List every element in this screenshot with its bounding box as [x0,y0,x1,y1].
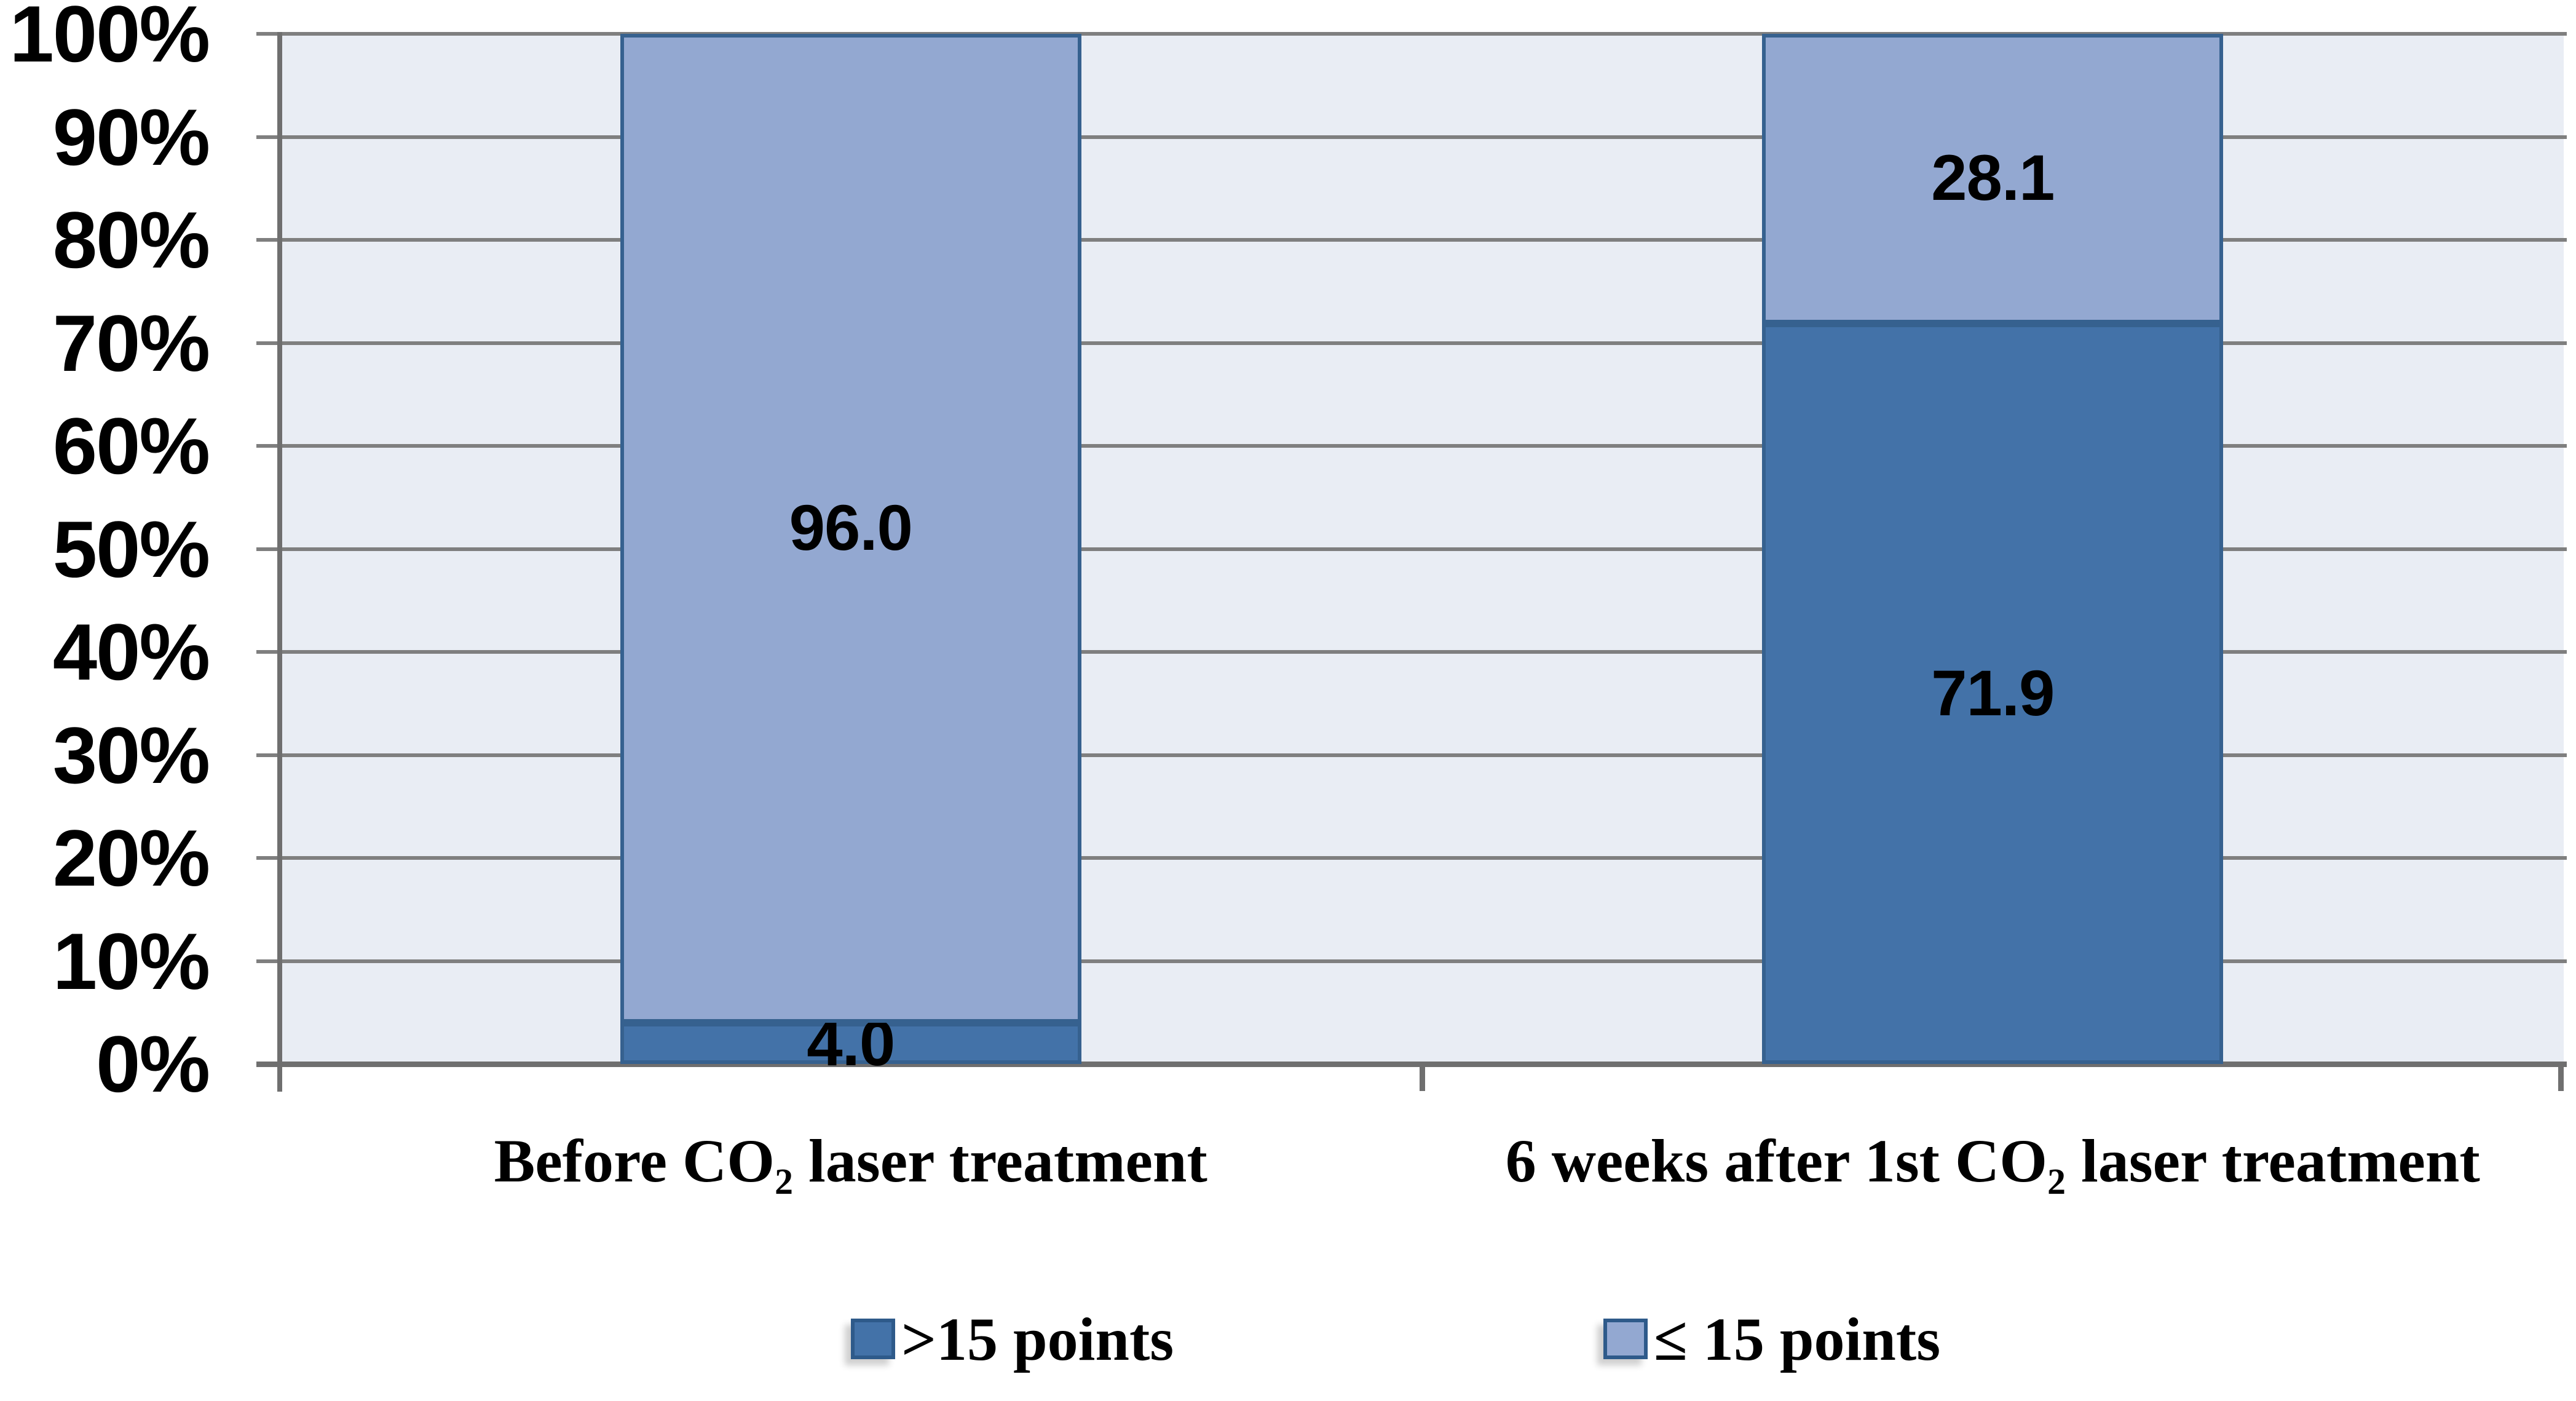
gridline-100% [256,32,2567,36]
gridline-80% [256,238,2567,242]
gridline-10% [256,959,2567,963]
y-tick-label-50%: 50% [52,504,210,594]
y-tick-label-30%: 30% [52,710,210,800]
legend-label-gt15: >15 points [901,1304,1174,1373]
y-tick-label-80%: 80% [52,195,210,285]
bar-value-label: 96.0 [789,492,913,564]
legend-label-le15: ≤ 15 points [1654,1304,1941,1373]
bar-value-label: 71.9 [1931,657,2055,729]
gridline-40% [256,650,2567,654]
y-tick-label-70%: 70% [52,298,210,388]
y-tick-label-0%: 0% [96,1019,210,1109]
bar-segment-gt15-cat1 [620,1023,1081,1064]
bar-segment-gt15-cat2 [1762,323,2224,1064]
bar-value-label: 28.1 [1931,142,2055,215]
category-label-1: Before CO₂ laser treatment [494,1127,1207,1195]
legend-item-le15: ≤ 15 points [1603,1293,1940,1385]
gridline-50% [256,547,2567,551]
y-tick-label-20%: 20% [52,813,210,903]
legend-swatch-le15 [1603,1319,1648,1359]
gridline-20% [256,856,2567,860]
gridline-90% [256,135,2567,139]
legend-swatch-gt15 [851,1319,895,1359]
y-tick-label-40%: 40% [52,607,210,697]
gridline-30% [256,753,2567,757]
y-tick-label-90%: 90% [52,92,210,182]
x-axis-tick-right [2558,1064,2564,1091]
gridline-70% [256,341,2567,345]
y-tick-label-10%: 10% [52,916,210,1006]
legend-item-gt15: >15 points [851,1293,1174,1385]
y-axis-line [277,32,282,1092]
gridline-60% [256,444,2567,448]
y-tick-label-100%: 100% [9,0,211,79]
bar-segment-le15-cat1 [620,34,1081,1023]
x-axis-line [256,1062,2567,1067]
category-label-2: 6 weeks after 1st CO₂ laser treatment [1505,1127,2480,1195]
x-axis-tick-mid [1419,1064,1425,1091]
bar-segment-le15-cat2 [1762,34,2224,323]
y-tick-label-60%: 60% [52,401,210,491]
